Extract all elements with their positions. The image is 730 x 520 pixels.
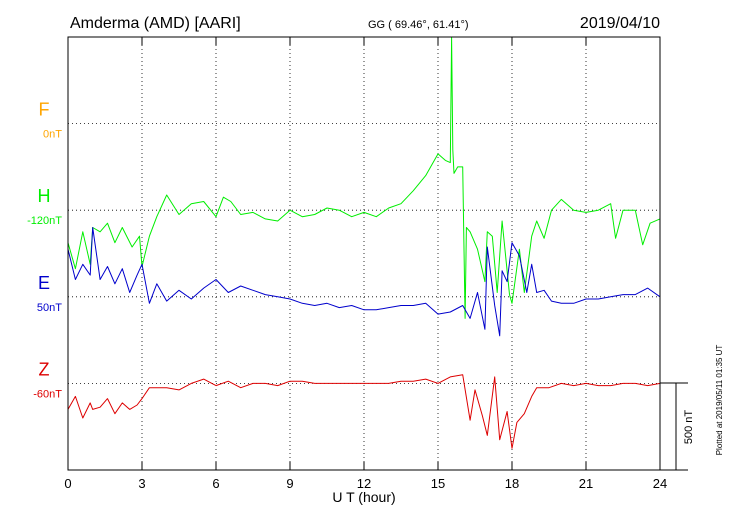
series-line-h [67, 36, 661, 319]
series-baseline-z: -60nT [33, 388, 62, 400]
plot-date: 2019/04/10 [580, 15, 660, 32]
series-name-e: E [38, 273, 50, 293]
series-baseline-e: 50nT [37, 302, 62, 314]
x-axis-label: U T (hour) [332, 489, 395, 505]
series-line-z [67, 374, 661, 449]
geo-coordinates: GG ( 69.46°, 61.41°) [368, 19, 469, 31]
series-baseline-h: -120nT [27, 215, 62, 227]
grid [68, 37, 660, 470]
station-title: Amderma (AMD) [AARI] [70, 15, 241, 32]
x-tick-label: 18 [505, 476, 519, 491]
x-tick-label: 6 [212, 476, 219, 491]
x-tick-label: 9 [286, 476, 293, 491]
series-name-z: Z [39, 359, 50, 379]
series-name-f: F [39, 100, 50, 120]
plotted-at-note: Plotted at 2019/05/11 01:35 UT [715, 345, 724, 456]
x-tick-label: 0 [64, 476, 71, 491]
x-tick-label: 21 [579, 476, 593, 491]
scale-bar: 500 nT [660, 382, 695, 471]
x-ticks: 0 3 6 9 12 15 18 21 24 [64, 37, 667, 491]
x-tick-label: 15 [431, 476, 445, 491]
series-name-h: H [38, 186, 51, 206]
series-labels: F 0nT H -120nT E 50nT Z -60nT [27, 100, 62, 401]
scale-bar-label: 500 nT [683, 410, 695, 445]
x-tick-label: 3 [138, 476, 145, 491]
x-tick-label: 24 [653, 476, 667, 491]
x-tick-label: 12 [357, 476, 371, 491]
series-line-e [67, 227, 661, 337]
series-lines [67, 36, 661, 449]
series-baseline-f: 0nT [43, 129, 62, 141]
